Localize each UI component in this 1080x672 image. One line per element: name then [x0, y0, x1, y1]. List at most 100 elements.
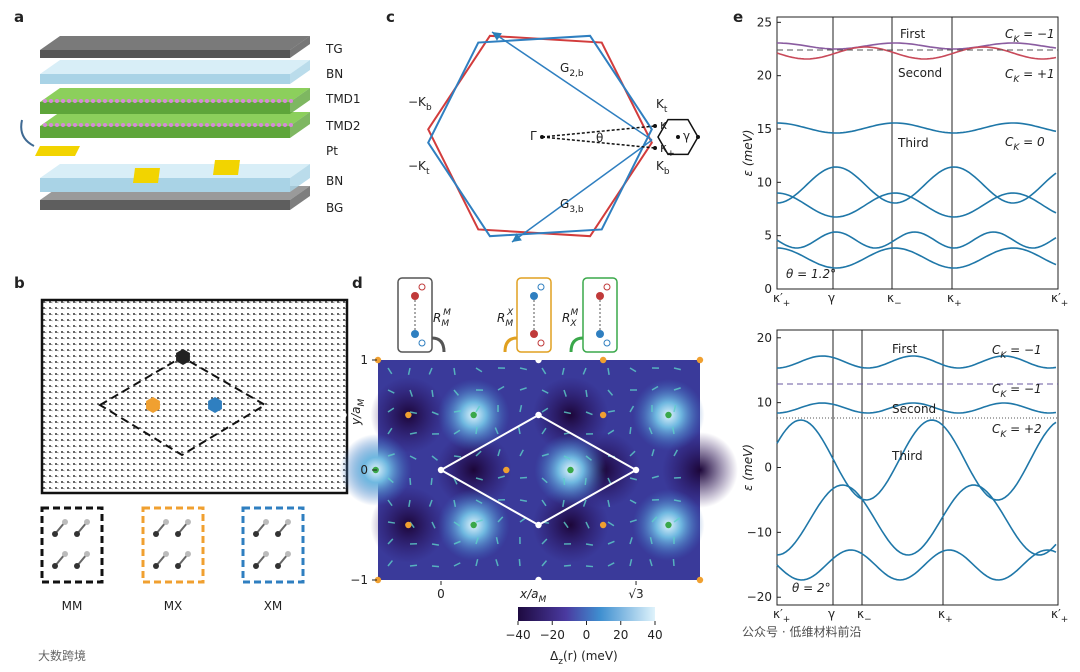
atom	[265, 123, 269, 127]
bz-label: G2,b	[560, 61, 584, 79]
spin-arrow	[476, 427, 477, 434]
x-tick-label-main: κ′	[1051, 607, 1061, 621]
atom	[259, 123, 263, 127]
atom	[151, 99, 155, 103]
atom	[217, 123, 221, 127]
band	[777, 248, 1056, 268]
x-tick-label: κ+	[947, 291, 962, 309]
chern-label-rest: = −1	[1006, 382, 1041, 396]
operator-arrow	[432, 338, 444, 352]
atom	[277, 123, 281, 127]
atom	[199, 99, 203, 103]
x-tick-label-main: κ	[857, 607, 864, 621]
atom	[139, 99, 143, 103]
bz-label: −Kb	[408, 95, 432, 113]
atom	[97, 99, 101, 103]
atom	[85, 99, 89, 103]
x-tick-label: γ	[828, 291, 835, 305]
operator-label: RMX	[497, 308, 514, 329]
site	[600, 357, 606, 363]
operator-label: RMM	[433, 308, 451, 329]
x-tick-label: 0	[437, 587, 445, 601]
atom	[79, 123, 83, 127]
layer-label: BN	[326, 174, 343, 188]
atom	[596, 292, 604, 300]
atom	[265, 99, 269, 103]
layer-label: TMD2	[325, 119, 361, 133]
atom	[235, 123, 239, 127]
atom	[253, 99, 257, 103]
atom	[275, 531, 281, 537]
plot-frame	[777, 330, 1058, 605]
rotation-arrow	[21, 120, 34, 146]
bz-hexagon	[428, 36, 652, 236]
atom	[181, 99, 185, 103]
bz-label-main: G	[560, 197, 569, 211]
tmd2-layer-side	[40, 126, 290, 138]
y-tick-label: −10	[747, 525, 772, 539]
site	[600, 412, 606, 418]
atom	[217, 99, 221, 103]
g-vector	[492, 32, 652, 140]
atom	[530, 292, 538, 300]
atom	[52, 531, 58, 537]
atom	[84, 519, 90, 525]
operator-label-sup: M	[571, 308, 579, 318]
band	[777, 167, 1056, 203]
x-axis-label: x/aM	[519, 587, 547, 605]
atom	[109, 123, 113, 127]
atom	[241, 123, 245, 127]
operator-arrow	[505, 338, 517, 352]
twist-angle: θ = 2°	[792, 581, 831, 595]
atom	[193, 99, 197, 103]
band-label: Third	[891, 449, 923, 463]
band	[777, 193, 1056, 217]
operator-label-main: R	[562, 311, 570, 325]
bz-label-sub: b	[426, 103, 432, 113]
bn-layer-side	[40, 178, 290, 192]
atom	[97, 123, 101, 127]
site	[470, 522, 476, 528]
operator-box	[583, 278, 617, 352]
spin-arrow	[519, 559, 520, 566]
x-tick-label: κ′+	[773, 291, 790, 309]
atom	[109, 99, 113, 103]
atom	[91, 99, 95, 103]
atom	[153, 563, 159, 569]
x-tick-label: κ+	[938, 607, 953, 625]
spin-arrow	[586, 566, 593, 567]
atom	[223, 99, 227, 103]
site	[438, 467, 444, 473]
operator-box	[517, 278, 551, 352]
bz-label: Kt	[656, 97, 668, 115]
atom	[169, 99, 173, 103]
atom	[103, 123, 107, 127]
atom	[151, 123, 155, 127]
y-tick-label: 1	[360, 353, 368, 367]
spin-arrow	[630, 427, 631, 434]
x-tick-label-sub: −	[864, 615, 872, 625]
bz-label-main: Γ	[530, 129, 537, 143]
atom	[55, 123, 59, 127]
site	[535, 577, 541, 583]
atom	[169, 123, 173, 127]
atom	[43, 123, 47, 127]
x-tick-label: κ′+	[1051, 607, 1068, 625]
twist-angle: θ = 1.2°	[786, 267, 836, 281]
atom	[211, 123, 215, 127]
band-label: Second	[898, 66, 942, 80]
colorbar-label-rest: (r) (meV)	[563, 649, 618, 663]
panel-label: c	[386, 8, 395, 26]
colorbar-tick-label: 20	[613, 628, 628, 642]
bz-label-sub: 3,b	[569, 205, 584, 215]
atom	[247, 99, 251, 103]
x-tick-label-sub: +	[783, 299, 791, 309]
atom	[91, 123, 95, 127]
x-tick-label: γ	[828, 607, 835, 621]
atom	[55, 99, 59, 103]
atom	[411, 330, 419, 338]
k-point	[540, 135, 544, 139]
atom	[185, 519, 191, 525]
atom	[205, 99, 209, 103]
